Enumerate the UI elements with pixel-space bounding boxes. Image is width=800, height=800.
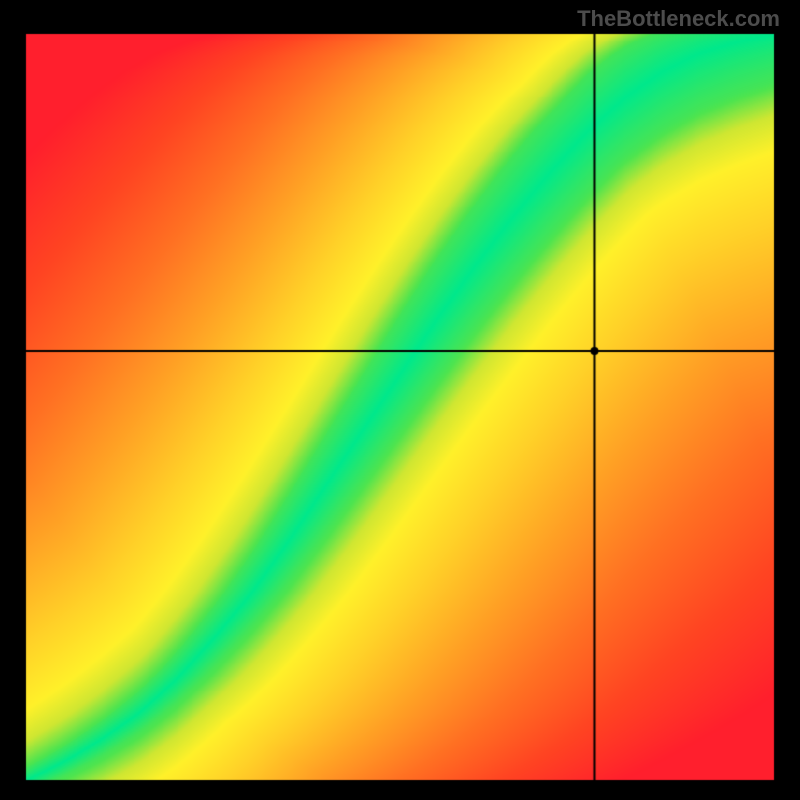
bottleneck-heatmap (0, 0, 800, 800)
watermark-text: TheBottleneck.com (577, 6, 780, 32)
